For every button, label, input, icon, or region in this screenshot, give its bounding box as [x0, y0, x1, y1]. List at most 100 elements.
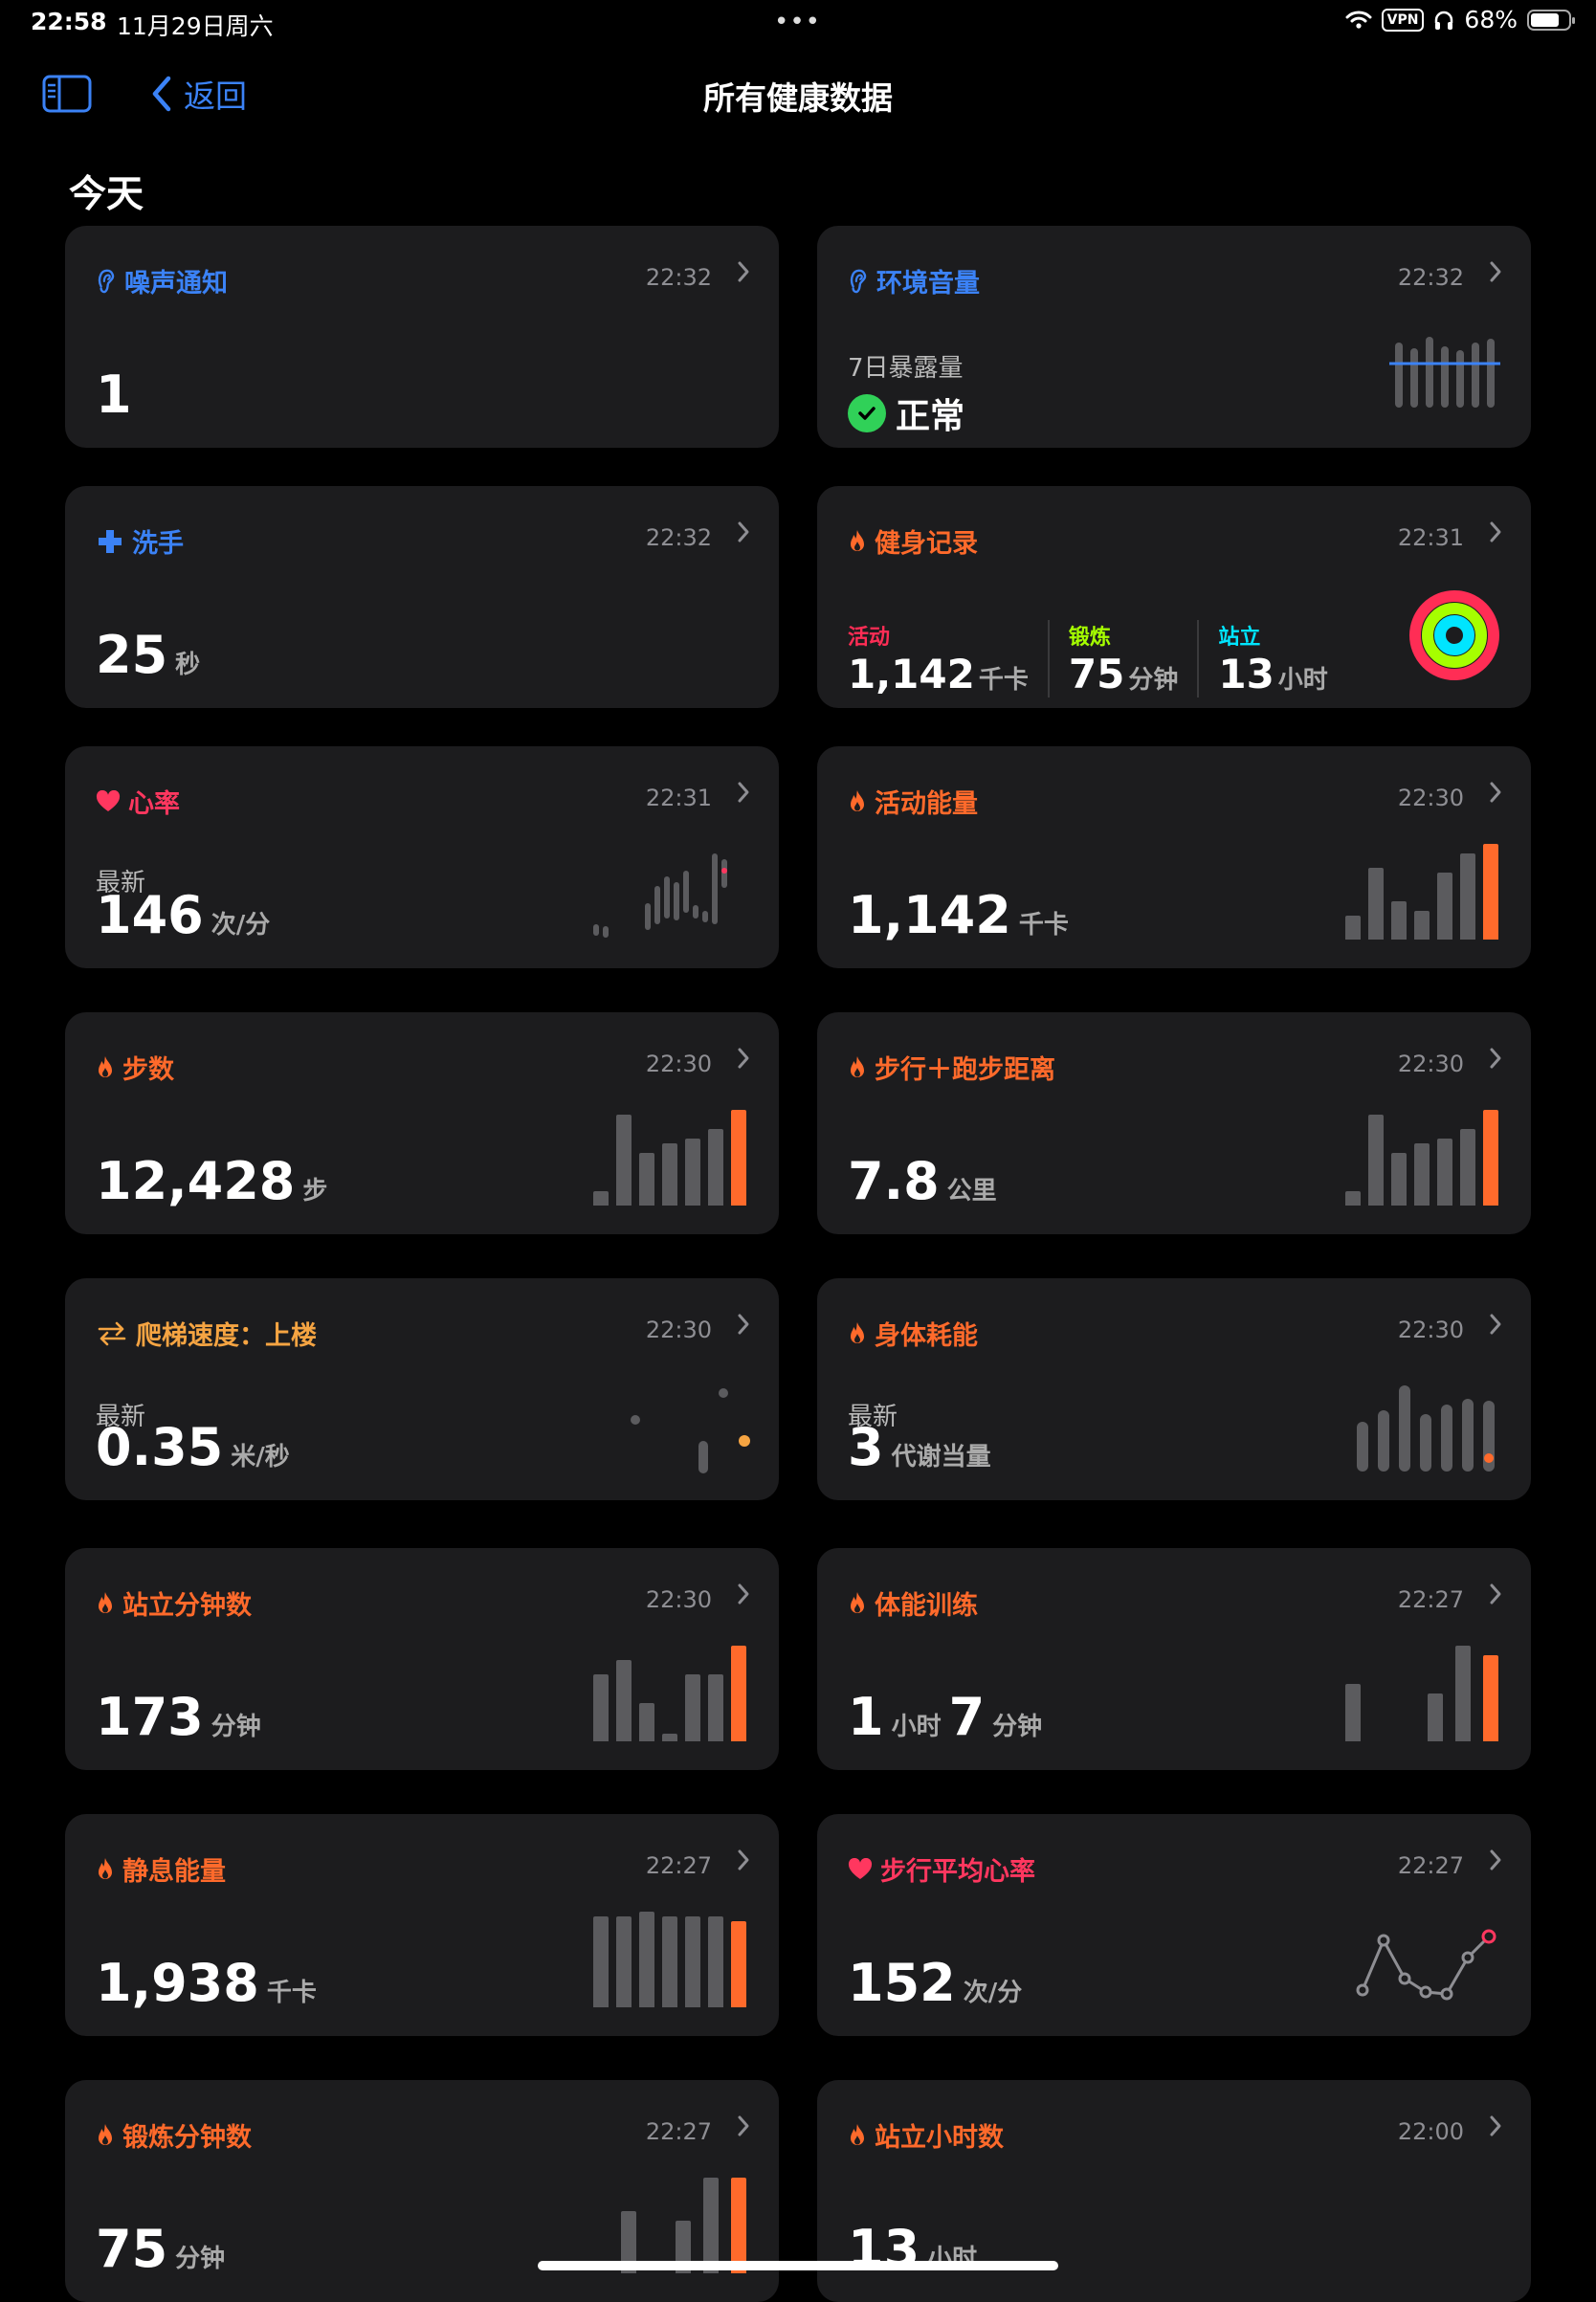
chevron-right-icon: [1489, 1047, 1502, 1070]
heart-rate-range-chart: [593, 853, 727, 938]
effort-bar: [1420, 1414, 1431, 1472]
flame-icon: [848, 2123, 867, 2148]
card-unit: 次/分: [211, 911, 271, 940]
chart-bar: [662, 1143, 677, 1206]
walking-hr-point: [1377, 1934, 1390, 1947]
env-bar: [1472, 343, 1479, 408]
chart-bar: [1460, 853, 1475, 940]
chart-bar: [616, 1660, 632, 1741]
chart-bar: [639, 1153, 654, 1206]
home-indicator[interactable]: [538, 2261, 1058, 2270]
card-stair-speed-up[interactable]: 爬梯速度：上楼 22:30 最新 0.35 米/秒: [65, 1278, 779, 1500]
card-title: 站立分钟数: [122, 1591, 252, 1621]
card-walking-heart-rate[interactable]: 步行平均心率 22:27 152 次/分: [817, 1814, 1531, 2036]
chart-bar: [1414, 1143, 1430, 1206]
headphones-icon: [1435, 11, 1453, 30]
card-physical-effort[interactable]: 身体耗能 22:30 最新 3 代谢当量: [817, 1278, 1531, 1500]
card-environmental-audio[interactable]: 环境音量 22:32 7日暴露量 正常: [817, 226, 1531, 448]
chevron-right-icon: [1489, 781, 1502, 804]
env-bar: [1426, 337, 1433, 408]
chart-bar: [1460, 1129, 1475, 1206]
distance-chart: [1345, 1110, 1498, 1206]
card-time: 22:32: [645, 524, 712, 551]
flame-icon: [96, 1055, 115, 1080]
chart-bar: [1391, 1153, 1407, 1206]
card-time: 22:30: [645, 1317, 712, 1343]
stair-speed-chart: [631, 1388, 750, 1473]
move-stat: 活动 1,142 千卡: [848, 620, 1050, 697]
card-stand-minutes[interactable]: 站立分钟数 22:30 173 分钟: [65, 1548, 779, 1770]
chart-bar: [593, 1674, 609, 1741]
vpn-badge: VPN: [1381, 8, 1425, 32]
walking-hr-point: [1419, 1985, 1432, 1999]
plus-icon: [99, 529, 122, 553]
hr-range: [645, 903, 651, 930]
card-heart-rate[interactable]: 心率 22:31 最新 146 次/分: [65, 746, 779, 968]
hr-range: [712, 853, 718, 924]
effort-bar: [1483, 1401, 1495, 1472]
chart-bar: [708, 1129, 723, 1206]
card-time: 22:32: [645, 264, 712, 291]
hr-range: [664, 876, 670, 919]
card-time: 22:30: [1397, 785, 1464, 811]
chevron-right-icon: [1489, 1848, 1502, 1871]
card-title: 健身记录: [875, 529, 978, 559]
card-stand-hours[interactable]: 站立小时数 22:00 13 小时: [817, 2080, 1531, 2302]
env-bar: [1456, 350, 1464, 408]
heart-icon: [848, 1858, 873, 1881]
heart-icon: [96, 790, 121, 813]
card-walking-running-distance[interactable]: 步行＋跑步距离 22:30 7.8 公里: [817, 1012, 1531, 1234]
ear-icon: [96, 268, 117, 295]
move-unit: 千卡: [978, 666, 1029, 695]
card-title: 步数: [122, 1055, 174, 1085]
workouts-chart: [1345, 1646, 1498, 1741]
card-unit: 公里: [946, 1177, 997, 1206]
card-fitness-rings[interactable]: 健身记录 22:31 活动 1,142 千卡 锻炼 75 分钟 站立 13 小时: [817, 486, 1531, 708]
card-resting-energy[interactable]: 静息能量 22:27 1,938 千卡: [65, 1814, 779, 2036]
card-title: 洗手: [132, 529, 184, 559]
back-button[interactable]: 返回: [151, 71, 247, 117]
card-time: 22:30: [645, 1051, 712, 1077]
chart-bar: [703, 2178, 720, 2273]
card-value: 1,938: [96, 1953, 259, 2013]
card-steps[interactable]: 步数 22:30 12,428 步: [65, 1012, 779, 1234]
sidebar-toggle-icon[interactable]: [42, 75, 92, 113]
stand-unit: 小时: [1277, 666, 1328, 695]
move-label: 活动: [848, 626, 891, 650]
env-bar: [1487, 339, 1495, 408]
chart-bar: [1437, 1139, 1452, 1206]
card-value: 75: [96, 2219, 168, 2279]
resting-energy-chart: [593, 1912, 746, 2007]
card-value: 1,142: [848, 885, 1011, 945]
multitasking-dots-icon[interactable]: •••: [774, 8, 822, 36]
chart-bar: [593, 1916, 609, 2007]
chevron-right-icon: [737, 1313, 750, 1336]
chart-bar: [1368, 1115, 1384, 1206]
exercise-minutes-chart: [593, 2178, 746, 2273]
hr-range: [702, 911, 708, 922]
card-unit: 千卡: [1018, 911, 1069, 940]
card-handwashing[interactable]: 洗手 22:32 25 秒: [65, 486, 779, 708]
walking-hr-point: [1461, 1951, 1474, 1964]
card-active-energy[interactable]: 活动能量 22:30 1,142 千卡: [817, 746, 1531, 968]
chevron-right-icon: [1489, 1313, 1502, 1336]
effort-bar: [1378, 1410, 1389, 1472]
chevron-right-icon: [1489, 2114, 1502, 2137]
card-noise-notifications[interactable]: 噪声通知 22:32 1: [65, 226, 779, 448]
nav-bar: 返回 所有健康数据: [0, 61, 1596, 128]
card-time: 22:30: [1397, 1051, 1464, 1077]
card-workouts[interactable]: 体能训练 22:27 1 小时 7 分钟: [817, 1548, 1531, 1770]
card-value: 1: [96, 365, 132, 425]
card-time: 22:27: [1397, 1586, 1464, 1613]
battery-icon: [1527, 9, 1575, 31]
chevron-right-icon: [737, 1047, 750, 1070]
chart-bar: [685, 1139, 700, 1206]
card-unit: 次/分: [963, 1979, 1023, 2007]
chevron-right-icon: [737, 2114, 750, 2137]
chart-bar: [1437, 873, 1452, 940]
card-title: 步行平均心率: [880, 1857, 1035, 1887]
card-time: 22:32: [1397, 264, 1464, 291]
card-title: 步行＋跑步距离: [875, 1055, 1055, 1085]
effort-bar: [1462, 1399, 1474, 1472]
card-unit: 米/秒: [231, 1443, 290, 1472]
